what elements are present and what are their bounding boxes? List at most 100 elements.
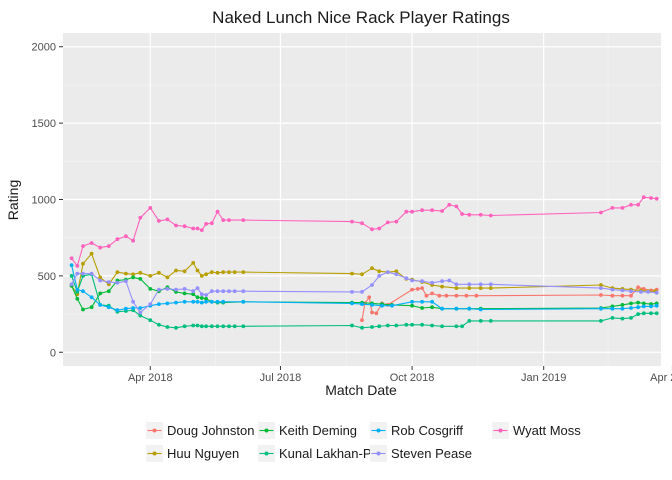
data-point-doug-johnston: [410, 287, 414, 292]
data-point-kunal-lakhan-pal: [641, 311, 646, 316]
data-point-huu-nguyen: [191, 261, 196, 265]
data-point-steven-pease: [370, 283, 374, 287]
series-layer: [69, 195, 659, 330]
data-point-huu-nguyen: [89, 251, 94, 256]
legend-label: Wyatt Moss: [513, 423, 581, 438]
data-point-doug-johnston: [629, 293, 633, 298]
data-point-wyatt-moss: [221, 218, 226, 223]
chart-title: Naked Lunch Nice Rack Player Ratings: [212, 8, 510, 27]
data-point-wyatt-moss: [227, 218, 231, 223]
data-point-keith-deming: [620, 303, 625, 307]
data-point-wyatt-moss: [620, 206, 625, 210]
y-axis: 0 500 1000 1500 2000: [32, 42, 63, 359]
data-point-steven-pease: [639, 290, 643, 294]
data-point-huu-nguyen: [199, 274, 204, 278]
data-point-wyatt-moss: [404, 209, 409, 214]
data-point-kunal-lakhan-pal: [148, 318, 153, 323]
data-point-steven-pease: [377, 274, 382, 278]
data-point-keith-deming: [98, 291, 103, 296]
data-point-doug-johnston: [367, 295, 372, 300]
data-point-steven-pease: [131, 299, 136, 304]
data-point-steven-pease: [478, 282, 483, 287]
data-point-wyatt-moss: [204, 222, 209, 226]
series-wyatt-moss: [69, 195, 659, 268]
data-point-rob-cosgriff: [131, 306, 136, 310]
data-point-wyatt-moss: [447, 202, 452, 207]
data-point-steven-pease: [174, 287, 178, 292]
data-point-wyatt-moss: [124, 234, 128, 239]
data-point-wyatt-moss: [410, 209, 414, 214]
y-tick-label: 500: [38, 271, 56, 283]
data-point-kunal-lakhan-pal: [430, 323, 434, 328]
data-point-rob-cosgriff: [124, 306, 128, 311]
legend-item: Doug Johnston: [146, 422, 254, 439]
data-point-kunal-lakhan-pal: [377, 324, 382, 329]
data-point-steven-pease: [385, 270, 390, 274]
y-tick-label: 2000: [32, 42, 56, 54]
data-point-keith-deming: [410, 303, 414, 308]
data-point-keith-deming: [629, 301, 633, 306]
data-point-steven-pease: [227, 289, 231, 294]
data-point-rob-cosgriff: [420, 299, 424, 304]
data-point-wyatt-moss: [75, 264, 80, 268]
data-point-rob-cosgriff: [241, 299, 246, 304]
data-point-huu-nguyen: [227, 270, 231, 274]
data-point-wyatt-moss: [199, 228, 204, 233]
data-point-wyatt-moss: [488, 213, 493, 218]
data-point-kunal-lakhan-pal: [174, 325, 178, 330]
x-axis-title: Match Date: [325, 382, 397, 398]
data-point-doug-johnston: [464, 293, 469, 298]
legend-label: Kunal Lakhan-Pal: [279, 446, 382, 461]
legend-swatch-point: [264, 428, 269, 433]
data-point-wyatt-moss: [654, 196, 659, 201]
data-point-huu-nguyen: [98, 275, 103, 280]
data-point-kunal-lakhan-pal: [385, 323, 390, 328]
data-point-steven-pease: [106, 280, 111, 284]
legend-item: Huu Nguyen: [146, 445, 239, 462]
data-point-steven-pease: [646, 290, 650, 294]
data-point-rob-cosgriff: [610, 306, 615, 311]
data-point-steven-pease: [447, 278, 452, 283]
data-point-wyatt-moss: [89, 241, 94, 245]
data-point-keith-deming: [204, 296, 209, 301]
data-point-huu-nguyen: [182, 269, 187, 274]
data-point-huu-nguyen: [221, 270, 226, 274]
data-point-doug-johnston: [636, 285, 640, 290]
data-point-rob-cosgriff: [215, 299, 220, 304]
data-point-rob-cosgriff: [467, 306, 472, 311]
legend-swatch-point: [264, 451, 269, 456]
data-point-doug-johnston: [610, 293, 615, 298]
y-tick-label: 1000: [32, 195, 56, 207]
legend-label: Keith Deming: [279, 423, 357, 438]
data-point-rob-cosgriff: [380, 303, 384, 308]
legend-item: Kunal Lakhan-Pal: [258, 445, 382, 462]
data-point-rob-cosgriff: [370, 303, 374, 307]
data-point-keith-deming: [81, 307, 85, 312]
data-point-kunal-lakhan-pal: [182, 324, 187, 329]
data-point-steven-pease: [410, 278, 414, 283]
data-point-steven-pease: [488, 282, 493, 287]
data-point-keith-deming: [195, 295, 200, 300]
data-point-kunal-lakhan-pal: [241, 324, 246, 329]
data-point-steven-pease: [89, 271, 94, 276]
data-point-steven-pease: [440, 279, 444, 284]
y-axis-title: Rating: [5, 180, 21, 220]
data-point-rob-cosgriff: [360, 302, 364, 306]
legend-label: Huu Nguyen: [167, 446, 239, 461]
data-point-doug-johnston: [641, 287, 646, 291]
data-point-steven-pease: [232, 289, 237, 294]
data-point-kunal-lakhan-pal: [404, 322, 409, 327]
data-point-rob-cosgriff: [221, 299, 226, 304]
data-point-kunal-lakhan-pal: [654, 311, 659, 316]
data-point-huu-nguyen: [377, 269, 382, 274]
data-point-huu-nguyen: [138, 270, 143, 275]
data-point-rob-cosgriff: [478, 307, 483, 312]
data-point-rob-cosgriff: [410, 299, 414, 304]
data-point-keith-deming: [420, 306, 424, 310]
data-point-wyatt-moss: [649, 196, 653, 200]
legend-item: Keith Deming: [258, 422, 357, 439]
data-point-wyatt-moss: [148, 206, 153, 210]
legend-label: Rob Cosgriff: [391, 423, 463, 438]
data-point-wyatt-moss: [191, 226, 196, 231]
data-point-rob-cosgriff: [204, 299, 209, 304]
